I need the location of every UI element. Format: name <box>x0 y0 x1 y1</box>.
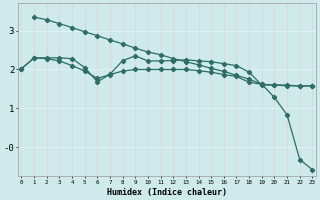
X-axis label: Humidex (Indice chaleur): Humidex (Indice chaleur) <box>107 188 227 197</box>
